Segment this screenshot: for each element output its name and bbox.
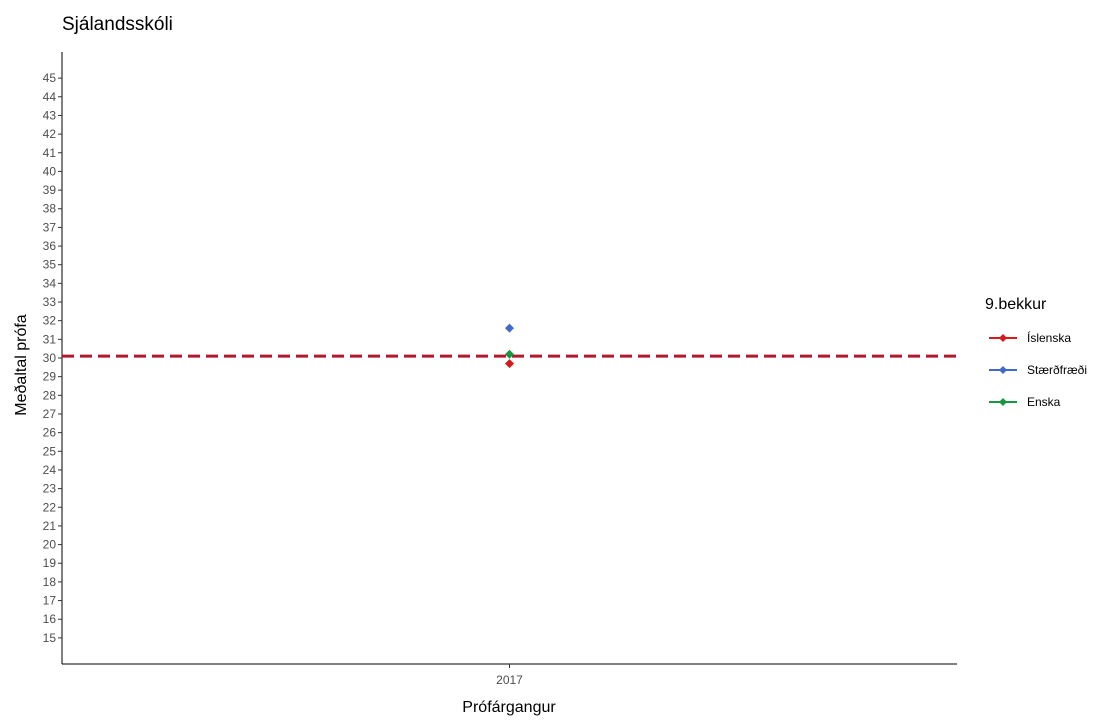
legend-key-point	[999, 334, 1007, 342]
y-tick-label: 27	[43, 407, 57, 421]
plot-area: 15 16 17 18 19 20 21 22 23 24 25 26 27 28 29 30 31 32 33 34…	[43, 52, 957, 687]
y-tick-label: 26	[43, 426, 57, 440]
legend-label: Íslenska	[1027, 330, 1071, 345]
y-tick-label: 25	[43, 444, 57, 458]
y-tick-label: 16	[43, 612, 57, 626]
y-tick-label: 20	[43, 538, 57, 552]
y-tick-label: 22	[43, 500, 57, 514]
y-tick-label: 44	[43, 90, 57, 104]
legend-label: Stærðfræði	[1027, 363, 1087, 377]
y-tick-label: 38	[43, 202, 57, 216]
y-tick-label: 36	[43, 239, 57, 253]
y-tick-label: 29	[43, 370, 57, 384]
y-tick-label: 18	[43, 575, 57, 589]
legend-title: 9.bekkur	[985, 296, 1047, 313]
legend-label: Enska	[1027, 395, 1061, 409]
y-tick-label: 21	[43, 519, 57, 533]
y-tick-label: 42	[43, 127, 57, 141]
y-tick-label: 31	[43, 332, 57, 346]
y-tick-label: 32	[43, 314, 57, 328]
data-point	[505, 359, 514, 369]
y-tick-label: 37	[43, 220, 57, 234]
y-tick-label: 17	[43, 594, 57, 608]
legend-key-point	[999, 366, 1007, 374]
y-axis-title: Meðaltal prófa	[13, 314, 30, 415]
x-tick-label: 2017	[496, 673, 523, 687]
y-tick-label: 33	[43, 295, 57, 309]
y-tick-label: 39	[43, 183, 57, 197]
legend: 9.bekkur Íslenska Stærðfræði Enska	[985, 296, 1087, 409]
y-tick-label: 35	[43, 258, 57, 272]
y-tick-label: 45	[43, 71, 57, 85]
y-tick-label: 40	[43, 164, 57, 178]
y-tick-label: 43	[43, 108, 57, 122]
y-tick-label: 34	[43, 276, 57, 290]
y-tick-label: 41	[43, 146, 57, 160]
y-tick-label: 30	[43, 351, 57, 365]
x-axis-title: Prófárgangur	[462, 699, 556, 716]
y-tick-label: 15	[43, 631, 57, 645]
data-point	[505, 349, 514, 359]
y-tick-label: 24	[43, 463, 57, 477]
data-point	[505, 323, 514, 333]
legend-key-point	[999, 398, 1007, 406]
y-tick-label: 23	[43, 482, 57, 496]
y-tick-label: 19	[43, 556, 57, 570]
y-tick-label: 28	[43, 388, 57, 402]
chart-title: Sjálandsskóli	[62, 14, 173, 35]
